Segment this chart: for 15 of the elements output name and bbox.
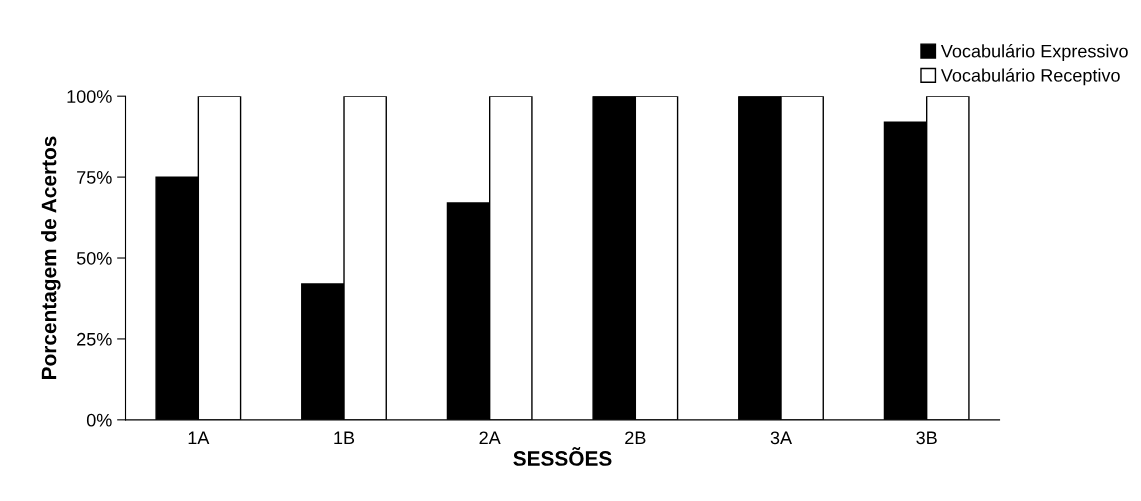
x-axis-title: SESSÕES <box>513 447 612 466</box>
legend-label: Vocabulário Expressivo <box>940 44 1128 62</box>
y-axis-title: Porcentagem de Acertos <box>41 136 61 379</box>
y-tick-label: 100% <box>67 90 112 103</box>
y-tick-label: 50% <box>76 251 112 265</box>
x-tick-label: 2A <box>479 431 501 445</box>
y-tick-label: 25% <box>77 332 112 346</box>
x-tick-label: 2B <box>625 431 646 445</box>
x-tick-label: 1B <box>334 431 355 445</box>
x-tick-label: 1A <box>188 431 210 445</box>
x-tick-label: 3B <box>916 431 937 445</box>
x-tick-label: 3A <box>770 431 793 445</box>
y-tick-label: 75% <box>77 171 112 184</box>
y-tick-label: 0% <box>86 413 112 427</box>
legend-label: Vocabulário Receptivo <box>940 68 1120 86</box>
